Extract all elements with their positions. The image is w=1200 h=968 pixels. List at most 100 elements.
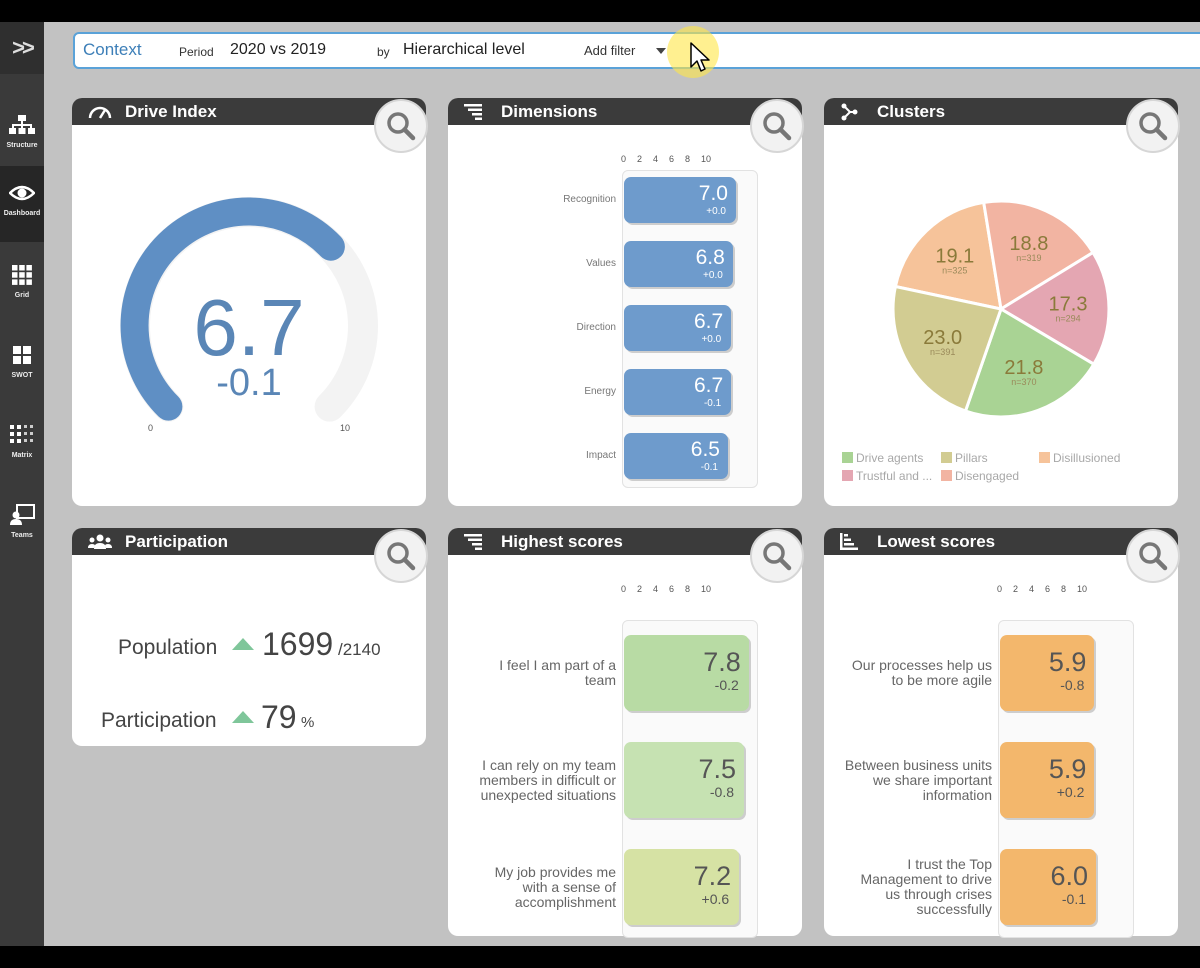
axis-tick: 2 <box>637 154 643 164</box>
axis-tick: 8 <box>685 584 691 594</box>
zoom-button[interactable] <box>1126 99 1180 153</box>
slice-count: n=370 <box>1011 377 1036 387</box>
pie-slice[interactable] <box>963 306 1096 419</box>
score-bar[interactable]: 6.5 -0.1 <box>624 433 728 479</box>
legend-item[interactable]: Pillars <box>941 451 988 465</box>
sidebar-item-teams[interactable]: Teams <box>0 488 44 564</box>
population-total: /2140 <box>338 640 381 659</box>
legend-label: Trustful and ... <box>856 469 933 483</box>
axis-tick: 10 <box>701 154 712 164</box>
score-bar[interactable]: 7.2 +0.6 <box>624 849 740 925</box>
axis-tick: 4 <box>1029 584 1035 594</box>
question-label-line: Our processes help us <box>851 657 992 673</box>
slice-value: 17.3 <box>1049 294 1088 316</box>
axis-tick: 4 <box>653 584 659 594</box>
score-bar[interactable]: 6.7 +0.0 <box>624 305 732 351</box>
pie-slice[interactable] <box>981 199 1096 312</box>
hierarchy-select[interactable]: Hierarchical level <box>403 41 525 58</box>
magnifier-icon <box>1139 542 1168 571</box>
lowest-scores-chart: 0 2 4 6 8 10 Our processes help us to be more a… <box>824 528 1178 938</box>
legend-item[interactable]: Drive agents <box>842 451 923 465</box>
by-label: by <box>377 45 390 59</box>
gauge-max: 10 <box>340 423 351 433</box>
question-label-line: I feel I am part of a <box>499 657 616 673</box>
question-label-line: accomplishment <box>514 893 616 910</box>
hierarchy-icon <box>9 115 35 134</box>
clusters-panel: Clusters 19.1 n=325 18.8 n=319 17.3 n=294 21.8… <box>824 98 1180 506</box>
score-delta: -0.1 <box>1061 891 1086 907</box>
legend-item[interactable]: Trustful and ... <box>842 469 932 483</box>
axis-tick: 2 <box>637 584 643 594</box>
legend-item[interactable]: Disengaged <box>941 469 1019 483</box>
period-label: Period <box>179 45 214 59</box>
dimensions-header: Dimensions <box>448 98 804 153</box>
axis-tick: 8 <box>1061 584 1067 594</box>
question-label-line: My job provides me <box>494 863 616 880</box>
pie-slice[interactable] <box>998 250 1111 367</box>
panel-title: Participation <box>125 532 228 551</box>
clusters-pie-chart: 19.1n=325 18.8n=319 17.3n=294 21.8n=370 23.0… <box>891 199 1111 419</box>
bar-label: Direction <box>576 322 616 333</box>
pie-slice[interactable] <box>891 284 1003 413</box>
drive-index-delta: -0.1 <box>216 362 282 404</box>
score-bar[interactable]: 7.0 +0.0 <box>624 177 736 223</box>
sidebar-item-swot[interactable]: SWOT <box>0 328 44 404</box>
trend-up-icon <box>232 711 254 723</box>
score-bar[interactable]: 5.9 +0.2 <box>1000 742 1095 818</box>
question-label-line: we share important <box>872 771 992 788</box>
zoom-button[interactable] <box>374 529 428 583</box>
add-filter-button[interactable]: Add filter <box>584 43 636 58</box>
sidebar-item-matrix[interactable]: Matrix <box>0 408 44 484</box>
magnifier-icon <box>763 542 792 571</box>
zoom-button[interactable] <box>374 99 428 153</box>
score-value: 5.9 <box>1048 754 1087 784</box>
eye-icon <box>8 185 36 201</box>
score-bar[interactable]: 6.7 -0.1 <box>624 369 732 415</box>
zoom-button[interactable] <box>1126 529 1180 583</box>
sidebar-item-grid[interactable]: Grid <box>0 248 44 324</box>
sidebar: >> Structure Dashboard Grid <box>0 22 44 946</box>
trend-up-icon <box>232 638 254 650</box>
expand-sidebar-icon[interactable]: >> <box>0 22 44 74</box>
bars-icon <box>464 104 482 120</box>
score-value: 7.5 <box>698 754 736 784</box>
sidebar-item-label: Structure <box>6 142 38 149</box>
chevron-down-icon[interactable] <box>656 48 666 54</box>
score-value: 6.8 <box>695 246 725 269</box>
question-label-line: unexpected situations <box>480 786 616 803</box>
sidebar-item-label: SWOT <box>11 372 33 379</box>
axis-tick: 2 <box>1013 584 1019 594</box>
score-bar[interactable]: 7.8 -0.2 <box>624 635 749 711</box>
gauge-min: 0 <box>148 423 154 433</box>
sidebar-item-structure[interactable]: Structure <box>0 98 44 174</box>
legend-item[interactable]: Disillusioned <box>1039 451 1120 465</box>
legend-swatch <box>842 470 853 481</box>
score-bar[interactable]: 6.8 +0.0 <box>624 241 733 287</box>
ascending-bars-icon <box>840 533 858 550</box>
bottom-black-bar <box>0 946 1200 968</box>
magnifier-icon <box>1139 112 1168 141</box>
drive-index-header: Drive Index <box>72 98 428 153</box>
score-delta: -0.1 <box>703 398 722 409</box>
score-bar[interactable]: 7.5 -0.8 <box>624 742 744 818</box>
panel-title: Dimensions <box>501 102 598 121</box>
score-bar[interactable]: 5.9 -0.8 <box>1000 635 1095 711</box>
swot-icon <box>13 346 31 364</box>
sidebar-item-dashboard[interactable]: Dashboard <box>0 166 44 242</box>
legend-label: Drive agents <box>856 451 924 465</box>
drive-index-panel: Drive Index 6.7 -0.1 0 10 <box>72 98 428 506</box>
score-bar[interactable]: 6.0 -0.1 <box>1000 849 1096 925</box>
magnifier-icon <box>387 112 416 141</box>
zoom-button[interactable] <box>750 529 804 583</box>
drive-index-gauge <box>120 197 378 422</box>
axis-tick: 8 <box>685 154 691 164</box>
zoom-button[interactable] <box>750 99 804 153</box>
slice-value: 21.8 <box>1004 357 1043 379</box>
population-label: Population <box>118 636 218 659</box>
period-select[interactable]: 2020 vs 2019 <box>230 41 327 58</box>
question-label-line: successfully <box>916 901 992 917</box>
pie-slice[interactable] <box>893 200 1003 311</box>
participation-unit: % <box>301 714 315 731</box>
dimensions-chart: 0 2 4 6 8 10 Recognition 7.0 +0.0 Values 6.8 +0.0 Di… <box>448 98 802 506</box>
participation-value: 79 <box>261 699 297 735</box>
